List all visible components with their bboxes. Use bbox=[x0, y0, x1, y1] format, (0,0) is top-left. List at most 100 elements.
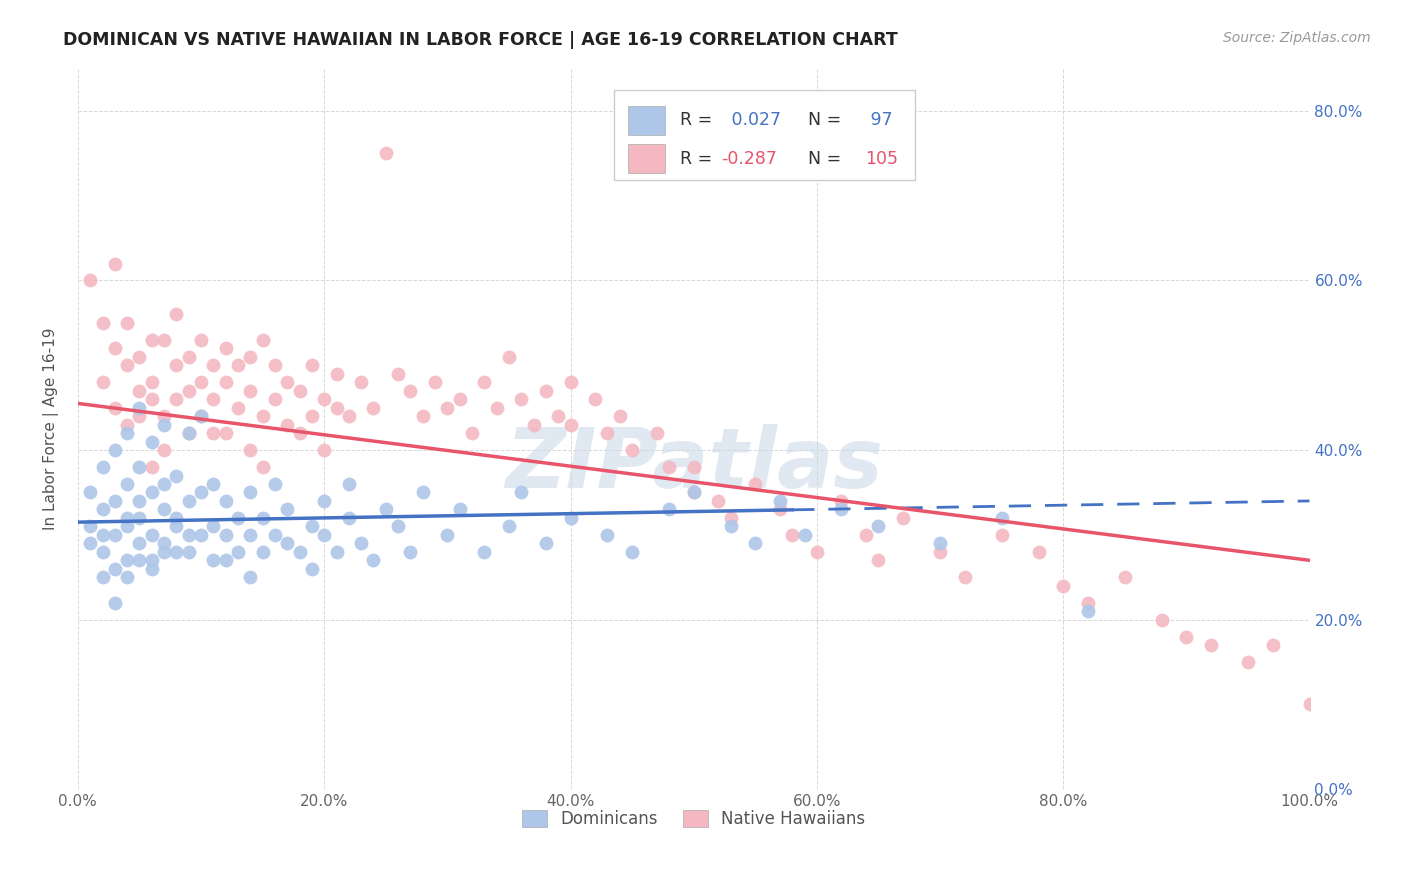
Point bbox=[91, 502, 114, 516]
Point bbox=[215, 494, 238, 508]
Point bbox=[412, 409, 434, 424]
Point bbox=[128, 384, 150, 398]
Point bbox=[202, 359, 225, 373]
Point bbox=[301, 409, 323, 424]
Point bbox=[141, 333, 163, 347]
Point bbox=[128, 511, 150, 525]
FancyBboxPatch shape bbox=[613, 90, 915, 180]
Point bbox=[190, 528, 212, 542]
Point bbox=[239, 350, 262, 364]
Point bbox=[288, 545, 311, 559]
Point bbox=[128, 536, 150, 550]
Point bbox=[1077, 596, 1099, 610]
Point bbox=[190, 409, 212, 424]
Text: N =: N = bbox=[797, 150, 846, 168]
Point bbox=[374, 146, 396, 161]
Text: ZIPatlas: ZIPatlas bbox=[505, 425, 883, 506]
Point bbox=[239, 384, 262, 398]
Point bbox=[79, 485, 101, 500]
Point bbox=[190, 485, 212, 500]
Point bbox=[202, 477, 225, 491]
Point bbox=[412, 485, 434, 500]
Point bbox=[325, 367, 347, 381]
Point bbox=[276, 536, 298, 550]
Point bbox=[645, 426, 668, 441]
Point bbox=[165, 545, 187, 559]
Point bbox=[202, 553, 225, 567]
Point bbox=[596, 426, 619, 441]
Point bbox=[720, 511, 742, 525]
Text: 0.027: 0.027 bbox=[725, 112, 780, 129]
Point bbox=[868, 553, 890, 567]
Point bbox=[128, 350, 150, 364]
Point bbox=[202, 392, 225, 407]
Point bbox=[436, 401, 458, 415]
Point bbox=[128, 494, 150, 508]
Legend: Dominicans, Native Hawaiians: Dominicans, Native Hawaiians bbox=[516, 804, 872, 835]
Point bbox=[128, 460, 150, 475]
Point bbox=[780, 528, 803, 542]
Point bbox=[115, 417, 138, 432]
Point bbox=[301, 519, 323, 533]
Point bbox=[115, 570, 138, 584]
Point bbox=[337, 477, 360, 491]
Point bbox=[485, 401, 508, 415]
Point bbox=[806, 545, 828, 559]
Point bbox=[314, 528, 336, 542]
Point bbox=[498, 519, 520, 533]
Point bbox=[374, 502, 396, 516]
Point bbox=[239, 570, 262, 584]
Point bbox=[141, 434, 163, 449]
Point bbox=[682, 485, 704, 500]
Point bbox=[226, 545, 249, 559]
Point bbox=[1175, 630, 1198, 644]
FancyBboxPatch shape bbox=[628, 145, 665, 173]
Point bbox=[177, 545, 200, 559]
Point bbox=[399, 545, 422, 559]
Point bbox=[91, 376, 114, 390]
Point bbox=[264, 392, 287, 407]
Point bbox=[744, 536, 766, 550]
Point bbox=[350, 536, 373, 550]
Point bbox=[264, 477, 287, 491]
Point bbox=[449, 502, 471, 516]
Point bbox=[534, 384, 557, 398]
Point bbox=[115, 553, 138, 567]
Point bbox=[91, 570, 114, 584]
Point bbox=[165, 392, 187, 407]
Point bbox=[165, 359, 187, 373]
Point bbox=[141, 562, 163, 576]
Point bbox=[239, 528, 262, 542]
Point bbox=[449, 392, 471, 407]
Point bbox=[596, 528, 619, 542]
Y-axis label: In Labor Force | Age 16-19: In Labor Force | Age 16-19 bbox=[44, 327, 59, 530]
Point bbox=[658, 502, 681, 516]
Point bbox=[769, 494, 792, 508]
Point bbox=[141, 553, 163, 567]
Point bbox=[1261, 638, 1284, 652]
Point bbox=[1077, 604, 1099, 618]
Point bbox=[252, 460, 274, 475]
Point bbox=[177, 426, 200, 441]
Point bbox=[314, 392, 336, 407]
Point bbox=[226, 401, 249, 415]
Point bbox=[79, 273, 101, 287]
Point bbox=[141, 392, 163, 407]
Point bbox=[141, 485, 163, 500]
Point bbox=[953, 570, 976, 584]
Point bbox=[177, 528, 200, 542]
Point bbox=[682, 460, 704, 475]
Point bbox=[621, 545, 644, 559]
Point bbox=[215, 426, 238, 441]
Point bbox=[177, 426, 200, 441]
Point bbox=[153, 333, 176, 347]
Point bbox=[104, 443, 127, 458]
Point bbox=[288, 426, 311, 441]
Point bbox=[252, 511, 274, 525]
Point bbox=[190, 333, 212, 347]
Point bbox=[91, 316, 114, 330]
Text: N =: N = bbox=[797, 112, 846, 129]
Point bbox=[202, 426, 225, 441]
Point bbox=[252, 409, 274, 424]
Point bbox=[547, 409, 569, 424]
